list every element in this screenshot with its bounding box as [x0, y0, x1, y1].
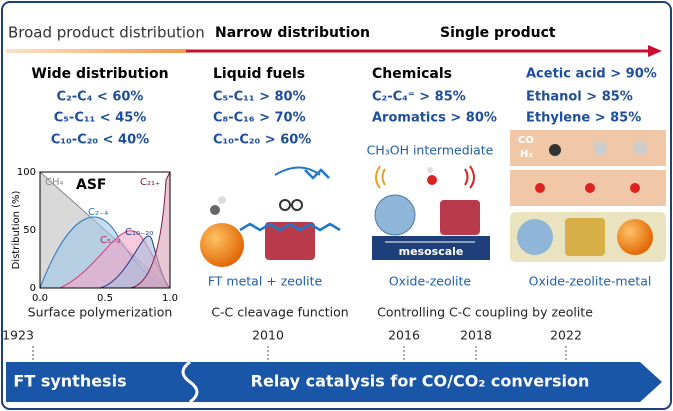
- x-tick: 1.0: [162, 293, 178, 304]
- col-title: Liquid fuels: [213, 66, 305, 82]
- year: 2018: [460, 328, 492, 343]
- header-left: Broad product distribution: [8, 24, 205, 42]
- col-line: Aromatics > 80%: [372, 111, 497, 126]
- arrow-head: [648, 45, 662, 57]
- catalyst-label: Oxide-zeolite-metal: [529, 274, 652, 289]
- catalyst-label: FT metal + zeolite: [208, 274, 323, 289]
- y-label: Distribution (%): [11, 190, 22, 269]
- curve-label: ASF: [76, 177, 106, 193]
- col-title: Chemicals: [372, 66, 452, 82]
- col-line: C₁₀-C₂₀ < 40%: [51, 133, 149, 148]
- caption: Controlling C-C coupling by zeolite: [377, 305, 593, 320]
- intermediate: CH₃OH intermediate: [367, 143, 494, 158]
- timeline-band: [6, 362, 662, 402]
- orange-bar: [6, 49, 186, 53]
- year: 2016: [388, 328, 420, 343]
- x-tick: 0.5: [97, 293, 113, 304]
- curve-label: C₅₋₉: [100, 235, 120, 246]
- curve-label: C₂₋₄: [88, 207, 108, 218]
- illustration-ft: [200, 166, 341, 267]
- col-line: C₅-C₁₁ < 45%: [54, 111, 147, 126]
- era-label: Relay catalysis for CO/CO₂ conversion: [251, 372, 590, 391]
- caption: C-C cleavage function: [211, 305, 348, 320]
- scale-label: mesoscale: [399, 245, 464, 258]
- col-line: Acetic acid > 90%: [526, 67, 657, 82]
- plot-frame: [39, 171, 171, 289]
- caption: Surface polymerization: [28, 305, 173, 320]
- y-tick: 0: [30, 283, 36, 294]
- header-right: Single product: [440, 25, 556, 41]
- year: 1923: [2, 328, 34, 343]
- x-tick: 0.0: [32, 293, 48, 304]
- y-tick: 50: [23, 225, 36, 236]
- era-label: FT synthesis: [13, 372, 126, 391]
- header-middle: Narrow distribution: [215, 25, 370, 41]
- curve-label: CH₄: [45, 177, 64, 188]
- col-line: C₂-C₄ < 60%: [57, 90, 144, 105]
- col-line: Ethylene > 85%: [526, 111, 641, 126]
- col-line: Ethanol > 85%: [526, 90, 633, 105]
- divider: [181, 360, 199, 404]
- year: 2022: [550, 328, 582, 343]
- curve-c21: [129, 171, 171, 289]
- y-tick: 100: [17, 167, 36, 178]
- col-line: C₅-C₁₁ > 80%: [213, 90, 306, 105]
- catalyst-label: Oxide-zeolite: [389, 274, 472, 289]
- year: 2010: [252, 328, 284, 343]
- illustration-oxzeomet: [510, 130, 666, 262]
- col-line: C₁₀-C₂₀ > 60%: [213, 133, 311, 148]
- gas-label: H₂: [520, 149, 533, 160]
- col-title: Wide distribution: [31, 66, 168, 82]
- curve-label: C₁₀₋₂₀: [125, 227, 153, 238]
- curve-label: C₂₁₊: [140, 177, 160, 188]
- gas-label: CO: [518, 135, 534, 146]
- col-line: C₂-C₄⁼ > 85%: [372, 90, 466, 105]
- col-line: C₈-C₁₆ > 70%: [213, 111, 306, 126]
- illustration-oxzeo: [372, 165, 490, 260]
- asf-plot: Distribution (%) 0 50 100 0.0 0.5 1.0 CH…: [11, 167, 178, 304]
